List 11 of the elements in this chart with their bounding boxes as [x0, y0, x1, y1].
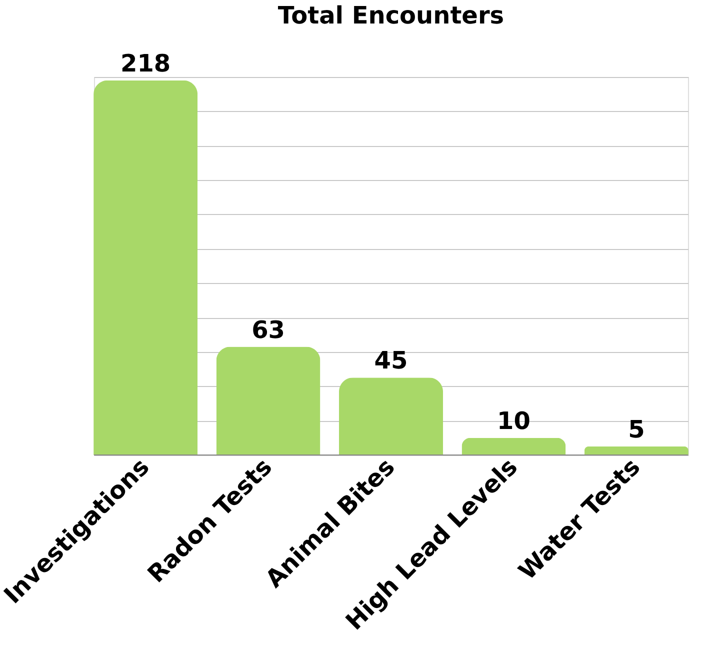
bar	[216, 346, 320, 455]
data-label: 5	[628, 415, 645, 444]
data-label: 63	[252, 316, 285, 344]
data-label: 218	[120, 49, 171, 78]
bar	[94, 80, 198, 455]
data-label: 45	[374, 346, 408, 375]
bar	[339, 378, 443, 455]
bar	[584, 446, 688, 455]
chart-title: Total Encounters	[278, 1, 504, 30]
data-label: 10	[497, 406, 530, 435]
bar	[462, 438, 566, 455]
